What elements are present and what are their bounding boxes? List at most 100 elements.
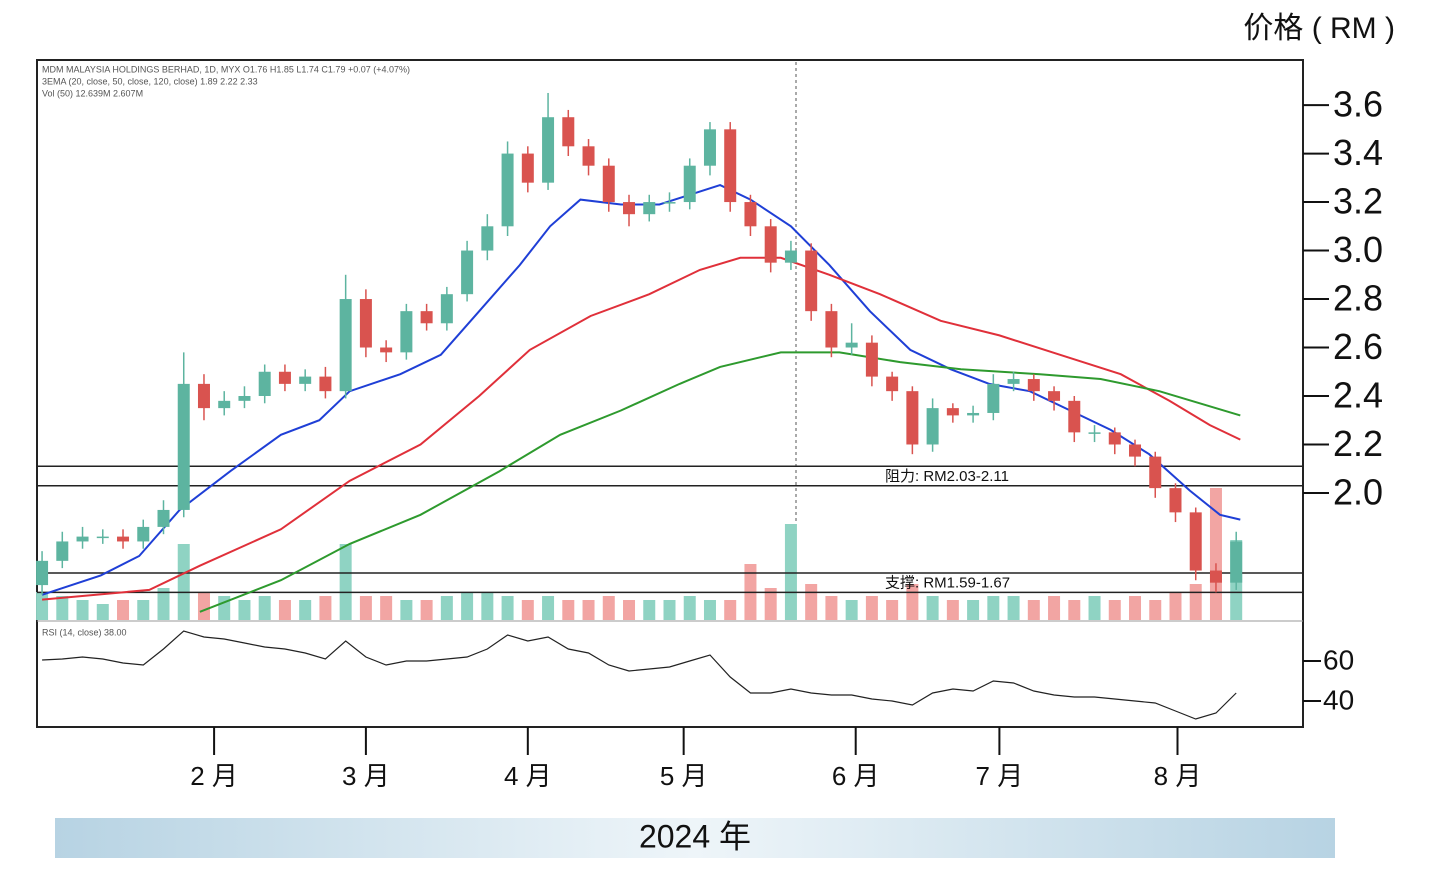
candle-body bbox=[623, 202, 636, 215]
candle-body bbox=[703, 129, 716, 166]
volume-bar bbox=[784, 524, 797, 620]
volume-bar bbox=[1129, 596, 1142, 620]
x-tick-label: 7 月 bbox=[976, 761, 1024, 791]
volume-bar bbox=[177, 544, 190, 620]
volume-bar bbox=[501, 596, 514, 620]
volume-bar bbox=[36, 592, 49, 620]
candle-body bbox=[218, 400, 231, 409]
y-tick-label: 2.8 bbox=[1333, 278, 1383, 319]
candle-body bbox=[197, 383, 210, 409]
year-label: 2024 年 bbox=[639, 818, 751, 854]
level-label: 阻力: RM2.03-2.11 bbox=[885, 468, 1009, 485]
volume-bar bbox=[805, 584, 818, 620]
volume-bar bbox=[137, 600, 150, 620]
x-tick-label: 6 月 bbox=[832, 761, 880, 791]
candle-body bbox=[339, 299, 352, 392]
candle-body bbox=[562, 117, 575, 147]
volume-bar bbox=[542, 596, 555, 620]
volume-bar bbox=[339, 544, 352, 620]
volume-bar bbox=[157, 588, 170, 620]
volume-bar bbox=[1149, 600, 1162, 620]
candle-body bbox=[36, 560, 49, 586]
volume-bar bbox=[299, 600, 312, 620]
volume-bar bbox=[420, 600, 433, 620]
candle-body bbox=[683, 165, 696, 203]
candle-body bbox=[1149, 456, 1162, 489]
candle-body bbox=[137, 526, 150, 542]
candle-body bbox=[724, 129, 737, 203]
volume-bar bbox=[359, 596, 372, 620]
candle-body bbox=[1169, 488, 1182, 513]
y-tick-label: 2.6 bbox=[1333, 326, 1383, 367]
volume-bar bbox=[703, 600, 716, 620]
volume-bar bbox=[238, 600, 251, 620]
candle-body bbox=[967, 412, 980, 416]
volume-bar bbox=[1169, 592, 1182, 620]
candle-body bbox=[96, 536, 109, 539]
volume-bar bbox=[623, 600, 636, 620]
candle-body bbox=[481, 226, 494, 251]
candle-body bbox=[542, 117, 555, 183]
volume-bar bbox=[764, 588, 777, 620]
y-tick-label: 3.6 bbox=[1333, 84, 1383, 125]
candle-body bbox=[56, 541, 69, 561]
candle-body bbox=[663, 202, 676, 204]
candle-body bbox=[521, 153, 534, 183]
volume-bar bbox=[582, 600, 595, 620]
candle-body bbox=[1068, 400, 1081, 433]
candle-body bbox=[643, 202, 656, 215]
candle-body bbox=[1007, 379, 1020, 384]
candle-body bbox=[238, 396, 251, 401]
candle-body bbox=[845, 342, 858, 348]
info-line: MDM MALAYSIA HOLDINGS BERHAD, 1D, MYX O1… bbox=[42, 64, 410, 74]
volume-bar bbox=[96, 604, 109, 620]
x-tick-label: 2 月 bbox=[190, 761, 238, 791]
volume-bar bbox=[76, 600, 89, 620]
volume-bar bbox=[946, 600, 959, 620]
candle-body bbox=[926, 408, 939, 445]
candle-body bbox=[1048, 391, 1061, 401]
candle-body bbox=[582, 146, 595, 166]
moving-average bbox=[41, 184, 1241, 596]
candle-body bbox=[865, 342, 878, 377]
rsi-label: RSI (14, close) 38.00 bbox=[42, 627, 127, 637]
x-tick-label: 3 月 bbox=[342, 761, 390, 791]
volume-bar bbox=[865, 596, 878, 620]
volume-bar bbox=[461, 592, 474, 620]
x-tick-label: 4 月 bbox=[504, 761, 552, 791]
candle-body bbox=[117, 536, 130, 542]
candle-body bbox=[76, 536, 89, 542]
candle-body bbox=[784, 250, 797, 263]
volume-bar bbox=[440, 596, 453, 620]
candle-body bbox=[177, 383, 190, 510]
candle-body bbox=[1129, 444, 1142, 457]
candle-body bbox=[602, 165, 615, 203]
candle-body bbox=[157, 509, 170, 527]
candle-body bbox=[764, 226, 777, 263]
volume-bar bbox=[400, 600, 413, 620]
moving-average bbox=[42, 256, 1241, 601]
candle-body bbox=[1189, 512, 1202, 571]
candle-body bbox=[886, 376, 899, 392]
candle-body bbox=[744, 202, 757, 227]
volume-bar bbox=[258, 596, 271, 620]
volume-bar bbox=[562, 600, 575, 620]
year-banner bbox=[55, 818, 1335, 858]
volume-bar bbox=[1108, 600, 1121, 620]
volume-bar bbox=[602, 596, 615, 620]
volume-bar bbox=[1007, 596, 1020, 620]
y-tick-label: 2.4 bbox=[1333, 375, 1383, 416]
volume-bar bbox=[825, 596, 838, 620]
candle-body bbox=[946, 408, 959, 416]
y-tick-label: 3.4 bbox=[1333, 132, 1383, 173]
candle-body bbox=[461, 250, 474, 295]
volume-bar bbox=[724, 600, 737, 620]
volume-bar bbox=[521, 600, 534, 620]
candle-body bbox=[359, 299, 372, 348]
volume-bar bbox=[380, 596, 393, 620]
candle-body bbox=[380, 347, 393, 353]
candle-body bbox=[299, 376, 312, 384]
info-line: Vol (50) 12.639M 2.607M bbox=[42, 88, 143, 98]
moving-average bbox=[199, 351, 1241, 613]
